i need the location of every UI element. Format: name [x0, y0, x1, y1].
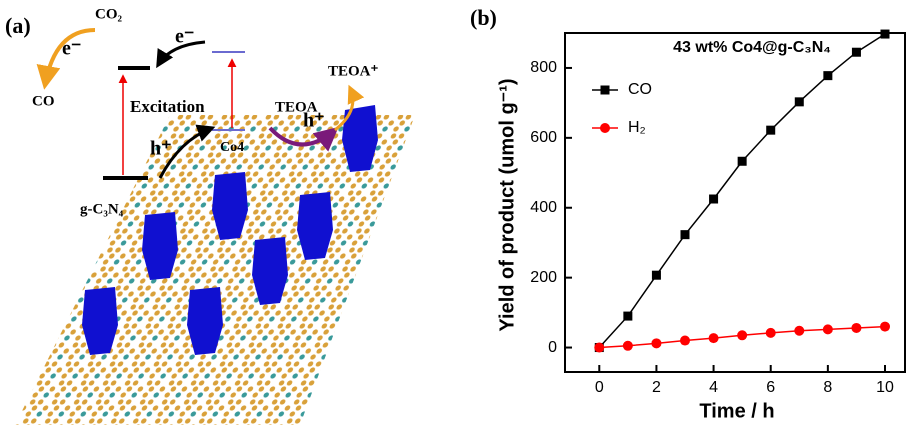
point [680, 230, 690, 240]
electron-arrow [156, 40, 206, 69]
point [880, 29, 890, 39]
legend-label: H₂ [628, 119, 646, 136]
y-axis-label: Yield of product (umol g⁻¹) [496, 78, 518, 331]
x-axis-label: Time / h [699, 400, 774, 422]
point [851, 47, 861, 57]
label: Excitation [130, 97, 205, 116]
y-tick-label: 800 [530, 59, 557, 76]
y-tick-label: 400 [530, 199, 557, 216]
co2-arrow [36, 28, 96, 90]
point [794, 325, 805, 336]
x-tick-label: 2 [652, 379, 661, 396]
chart-title: 43 wt% Co4@g-C₃N₄ [673, 39, 831, 56]
point [823, 71, 833, 81]
point [594, 342, 605, 353]
x-tick-label: 0 [595, 379, 604, 396]
clusters [82, 105, 378, 355]
x-tick-label: 4 [709, 379, 718, 396]
label: e⁻ [175, 26, 194, 48]
point [737, 156, 747, 166]
label: Co4 [220, 140, 244, 155]
teoa-arrow [334, 84, 365, 132]
point [622, 340, 633, 351]
label: g-C₃N₄ [80, 201, 124, 217]
label: CO₂ [95, 6, 123, 22]
point [794, 97, 804, 107]
y-tick-label: 600 [530, 129, 557, 146]
label: h⁺ [303, 110, 325, 132]
point [851, 322, 862, 333]
x-tick-label: 10 [876, 379, 894, 396]
legend-marker [600, 123, 610, 133]
label: h⁺ [150, 138, 172, 160]
point [765, 327, 776, 338]
point [766, 125, 776, 135]
y-tick-label: 200 [530, 269, 557, 286]
point [880, 321, 890, 332]
teoa-arrow [268, 126, 339, 152]
x-tick-label: 6 [766, 379, 775, 396]
point [708, 333, 719, 344]
point [651, 338, 662, 349]
panel-label: (a) [5, 13, 31, 38]
plot-frame [564, 32, 906, 373]
y-tick-label: 0 [548, 339, 557, 356]
legend-label: CO [628, 81, 652, 98]
label: e⁻ [62, 38, 81, 60]
legend-marker [600, 85, 610, 95]
panel-label: (b) [470, 5, 497, 30]
point [737, 330, 748, 341]
label: CO [32, 93, 55, 109]
point [680, 335, 690, 346]
point [709, 194, 719, 204]
point [822, 324, 833, 335]
point [623, 311, 633, 321]
label: TEOA [275, 99, 318, 115]
lattice [15, 115, 415, 425]
point [651, 270, 661, 280]
hole-arrow [158, 124, 216, 179]
label: TEOA⁺ [328, 63, 379, 79]
x-tick-label: 8 [823, 379, 832, 396]
